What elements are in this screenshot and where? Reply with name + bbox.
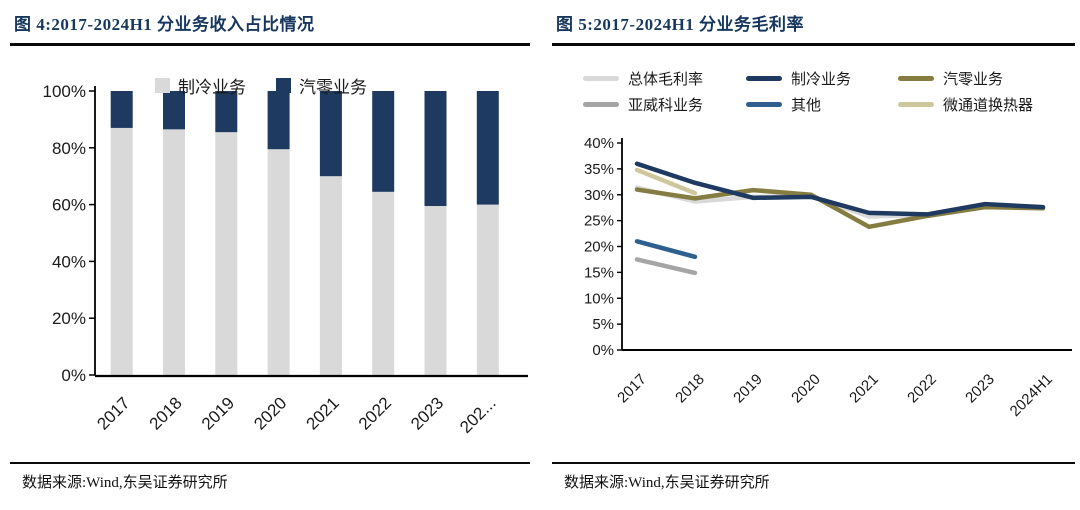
fig4-x-tick-label: 2021 (303, 393, 343, 433)
fig4-x-tick-label: 2019 (198, 393, 238, 433)
legend-swatch-refrigeration (155, 78, 170, 93)
figure4-caption: 图 4:2017-2024H1 分业务收入占比情况 (14, 15, 315, 34)
legend-item-refrigeration: 制冷业务 (746, 68, 898, 89)
figure5-source: 数据来源:Wind,东吴证券研究所 (564, 475, 770, 491)
fig4-y-tick-label: 80% (52, 139, 86, 158)
legend-label-microchannel: 微通道换热器 (943, 98, 1034, 114)
fig5-x-tick-label: 2020 (788, 371, 824, 407)
legend-line-yaweike (583, 102, 619, 107)
fig5-series-line (634, 257, 698, 276)
fig4-bar-segment (319, 91, 342, 177)
legend-swatch-autoparts (276, 78, 291, 93)
fig4-y-tick-label: 20% (52, 309, 86, 328)
legend-line-refrigeration (746, 76, 782, 81)
fig5-y-tick-label: 20% (584, 239, 614, 256)
fig5-x-tick-label: 2023 (962, 371, 998, 407)
fig4-bar-segment (319, 176, 342, 375)
fig4-bar-segment (424, 91, 447, 207)
fig4-y-tick-label: 40% (52, 252, 86, 271)
figure5-legend: 总体毛利率 制冷业务 汽零业务 亚威科业务 其他 微通道换热器 (583, 68, 1033, 115)
figure4-title-rule (10, 43, 530, 46)
legend-label-yaweike: 亚威科业务 (628, 98, 704, 114)
fig4-y-tick-label: 60% (52, 196, 86, 215)
fig4-bar-segment (163, 91, 185, 130)
legend-line-other (746, 102, 782, 107)
fig5-series-line (634, 161, 1046, 217)
fig5-x-tick-label: 2018 (672, 371, 708, 407)
legend-item-microchannel: 微通道换热器 (898, 94, 1033, 115)
legend-item-overall-margin: 总体毛利率 (583, 68, 746, 89)
legend-item-yaweike: 亚威科业务 (583, 94, 746, 115)
fig4-x-tick-label: 2018 (146, 393, 186, 433)
fig5-series-line (634, 187, 1046, 230)
legend-label-other: 其他 (791, 98, 822, 114)
fig5-y-tick-label: 15% (584, 264, 614, 281)
legend-item-autoparts: 汽零业务 (898, 68, 1033, 89)
figure5-source-rule (552, 462, 1075, 464)
fig5-x-tick-label: 2022 (904, 371, 940, 407)
fig4-y-tick-label: 0% (61, 366, 86, 385)
legend-line-autoparts (898, 76, 934, 81)
figure4-panel: 图 4:2017-2024H1 分业务收入占比情况 0% 20% 40% 60% 80%… (10, 8, 530, 502)
fig5-y-tick-label: 35% (584, 161, 614, 178)
fig5-series-line (634, 239, 698, 260)
figure4-source-rule (10, 462, 530, 464)
fig4-bar-segment (424, 206, 447, 375)
fig5-x-tick-label: 2019 (730, 371, 766, 407)
fig5-x-tick-label: 2021 (846, 371, 882, 407)
fig4-bar-segment (215, 91, 238, 133)
fig4-bar-segment (110, 127, 133, 375)
legend-label-autoparts: 汽零业务 (299, 78, 367, 97)
fig5-x-tick-label: 2017 (614, 371, 650, 407)
legend-item-other: 其他 (746, 94, 898, 115)
fig5-y-tick-label: 10% (584, 290, 614, 307)
fig5-y-tick-label: 25% (584, 213, 614, 230)
fig4-bar-segment (110, 91, 133, 128)
fig5-y-tick-label: 30% (584, 187, 614, 204)
figure4-stacked-bar-chart: 0% 20% 40% 60% 80% 100% 2017 2018 2019 2020 2021 20… (43, 82, 528, 437)
legend-line-microchannel (898, 102, 934, 107)
fig4-y-tick-label: 100% (43, 82, 86, 101)
fig4-x-tick-label: 2020 (250, 393, 290, 433)
legend-label-refrigeration: 制冷业务 (178, 78, 246, 97)
figure5-line-chart: 0% 5% 10% 15% 20% 25% 30% 35% 40% 2017 2018 2019 202… (584, 135, 1072, 420)
fig4-bar-segment (372, 91, 395, 192)
fig4-bar-segment (476, 91, 499, 205)
fig5-series-line (634, 167, 698, 196)
fig4-bar-segment (215, 132, 238, 375)
legend-label-autoparts: 汽零业务 (943, 72, 1004, 88)
fig5-y-tick-label: 5% (592, 316, 614, 333)
fig4-bar-segment (267, 149, 290, 375)
figure5-title-rule (552, 43, 1075, 46)
fig5-y-tick-label: 40% (584, 135, 614, 152)
legend-label-overall-margin: 总体毛利率 (628, 72, 704, 88)
figure4-source: 数据来源:Wind,东吴证券研究所 (22, 475, 228, 491)
figure4-legend: 制冷业务 汽零业务 (155, 73, 367, 98)
fig4-bar-segment (163, 129, 185, 375)
fig5-x-tick-label: 2024H1 (1007, 371, 1056, 420)
fig4-bar-segment (267, 91, 290, 150)
fig4-x-tick-label: 2017 (93, 393, 133, 433)
fig4-x-tick-label: 202... (456, 393, 500, 437)
fig4-bar-segment (372, 191, 395, 375)
legend-line-overall-margin (583, 76, 619, 81)
figure5-panel: 图 5:2017-2024H1 分业务毛利率 总体毛利率 制冷业务 汽零业务 亚… (552, 8, 1075, 502)
fig5-y-tick-label: 0% (592, 342, 614, 359)
fig4-x-tick-label: 2022 (355, 393, 395, 433)
fig4-x-tick-label: 2023 (407, 393, 447, 433)
legend-label-refrigeration: 制冷业务 (791, 72, 852, 88)
figure5-caption: 图 5:2017-2024H1 分业务毛利率 (556, 15, 805, 34)
fig4-bar-segment (476, 204, 499, 375)
